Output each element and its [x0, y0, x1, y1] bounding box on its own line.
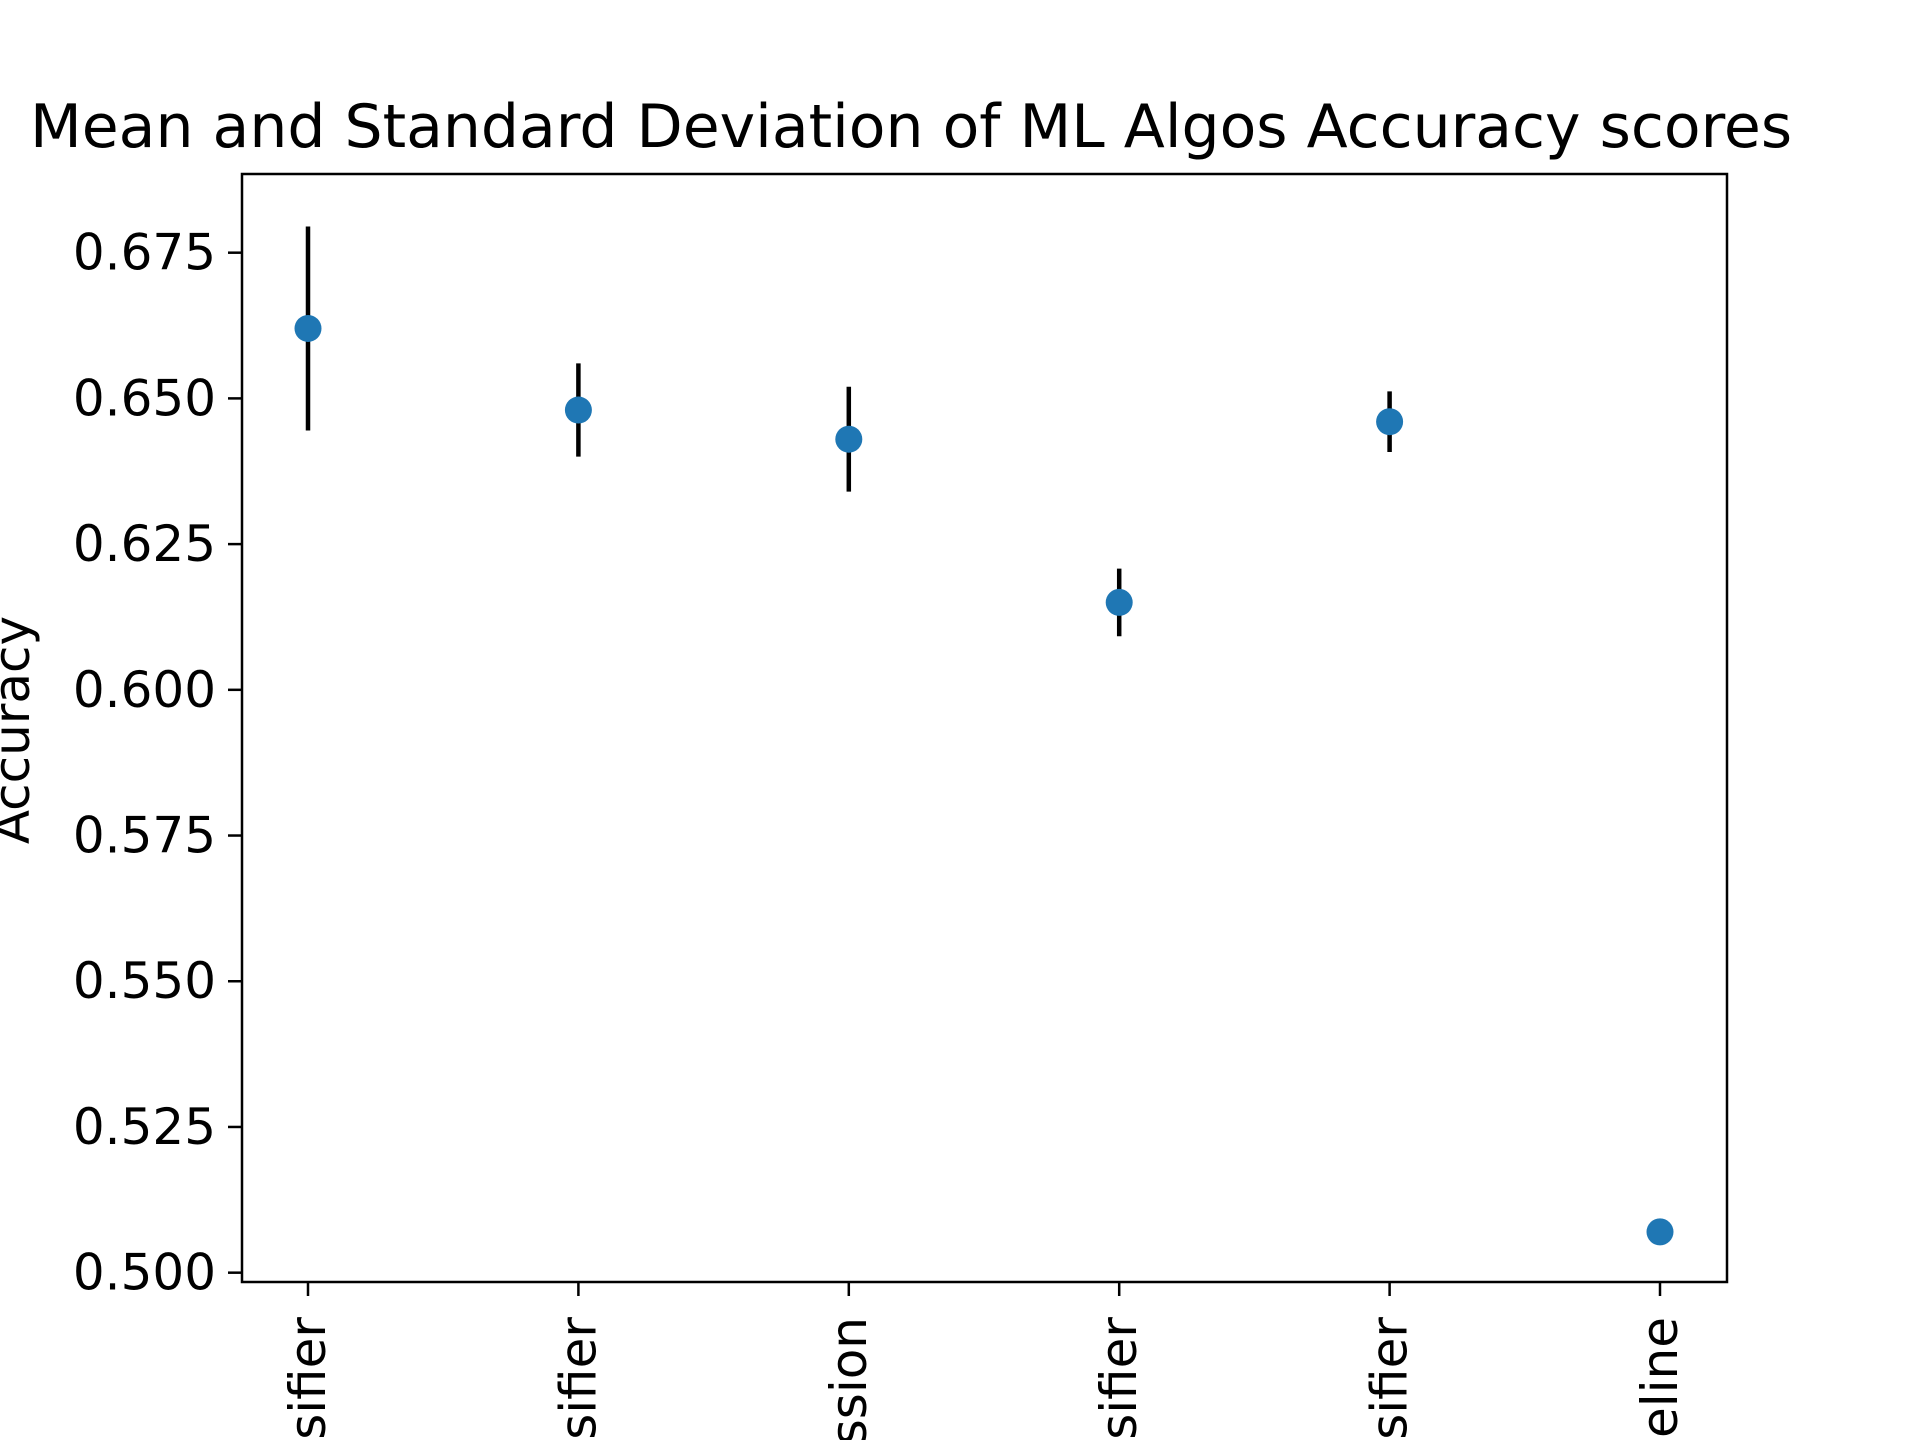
x-tick-label: eline: [1631, 1317, 1689, 1438]
y-tick-label: 0.525: [73, 1098, 216, 1156]
x-tick-label: ssion: [820, 1317, 878, 1440]
y-tick-label: 0.625: [73, 515, 216, 573]
y-axis-label: Accuracy: [0, 616, 41, 844]
y-tick-label: 0.600: [73, 661, 216, 719]
data-point: [835, 425, 863, 453]
x-tick-label: sifier: [1361, 1317, 1419, 1440]
x-tick-label: sifier: [549, 1317, 607, 1440]
y-tick-label: 0.550: [73, 952, 216, 1010]
data-point: [294, 314, 322, 342]
data-point: [1376, 408, 1404, 436]
y-tick-label: 0.675: [73, 224, 216, 282]
y-tick-label: 0.650: [73, 369, 216, 427]
x-tick-label: sifier: [1090, 1317, 1148, 1440]
plot-frame: [240, 172, 1729, 1284]
x-tick-label: sifier: [279, 1317, 337, 1440]
plot-area: 0.500 0.525 0.550 0.575 0.600 0.625 0.650 0.675…: [73, 224, 1689, 1440]
data-point: [1646, 1218, 1674, 1246]
data-point: [1105, 588, 1133, 616]
data-point: [564, 396, 592, 424]
y-tick-label: 0.500: [73, 1244, 216, 1302]
chart-title: Mean and Standard Deviation of ML Algos …: [30, 92, 1792, 162]
y-tick-label: 0.575: [73, 807, 216, 865]
